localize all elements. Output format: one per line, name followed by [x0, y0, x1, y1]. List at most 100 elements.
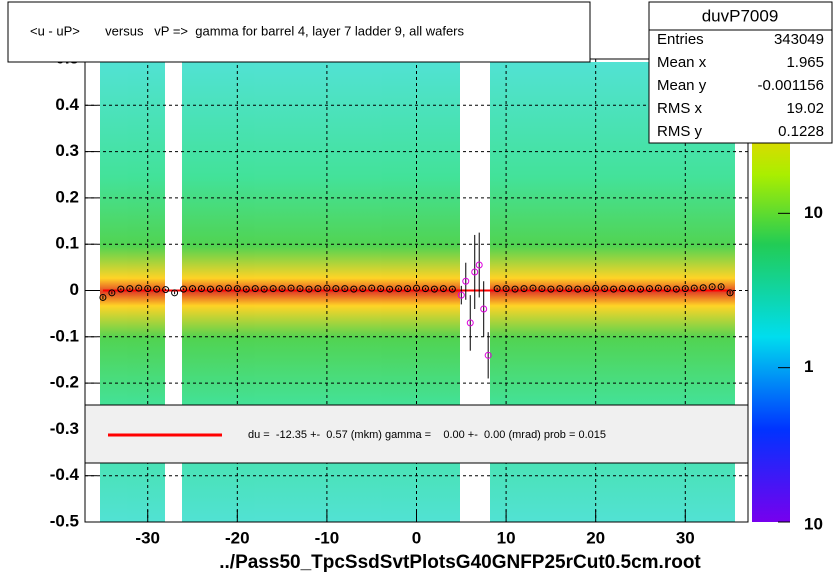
point: [260, 285, 268, 293]
point: [690, 284, 698, 292]
point: [538, 285, 546, 293]
point: [699, 284, 707, 292]
point: [457, 291, 465, 299]
y-tick-label: 0.3: [55, 141, 79, 160]
point: [654, 284, 662, 292]
point: [430, 285, 438, 293]
point: [332, 285, 340, 293]
point: [645, 285, 653, 293]
point: [520, 285, 528, 293]
point: [296, 285, 304, 293]
point: [475, 261, 483, 269]
footer: ../Pass50_TpcSsdSvtPlotsG40GNFP25rCut0.5…: [219, 552, 701, 573]
point: [480, 305, 488, 313]
point: [135, 284, 143, 292]
point: [269, 285, 277, 293]
z-tick-label: 10: [804, 514, 823, 533]
z-tick-label: 10: [804, 203, 823, 222]
point: [619, 285, 627, 293]
point: [413, 284, 420, 292]
point: [484, 351, 492, 359]
y-tick-label: 0.2: [55, 187, 79, 206]
point: [197, 285, 205, 293]
point: [278, 285, 286, 293]
point: [717, 283, 725, 291]
y-tick-label: -0.2: [50, 373, 79, 392]
stats-value: 0.1228: [778, 123, 824, 140]
point: [471, 268, 479, 276]
stats-box: [648, 1, 833, 144]
point: [628, 285, 636, 293]
x-tick-label: 0: [412, 528, 421, 547]
fit-text: du = -12.35 +- 0.57 (mkm) gamma = 0.00 +…: [248, 429, 606, 441]
point: [162, 286, 170, 294]
point: [377, 285, 385, 293]
point: [601, 285, 609, 293]
point: [681, 285, 689, 293]
stats-value: 19.02: [786, 100, 824, 117]
point: [350, 285, 358, 293]
point: [726, 289, 734, 297]
point: [439, 285, 447, 293]
x-tick-label: -10: [315, 528, 340, 547]
point: [404, 285, 412, 293]
point: [180, 285, 188, 293]
point: [448, 285, 456, 293]
x-tick-label: 30: [676, 528, 695, 547]
point: [565, 285, 573, 293]
point: [126, 285, 134, 293]
point: [708, 283, 716, 291]
point: [511, 285, 519, 293]
y-tick-label: 0.4: [55, 95, 79, 114]
point: [592, 284, 600, 292]
stats-value: 1.965: [786, 54, 824, 71]
point: [395, 285, 403, 293]
point: [547, 285, 555, 293]
stats-value: 343049: [774, 31, 824, 48]
y-tick-label: -0.4: [50, 465, 80, 484]
point: [386, 285, 394, 293]
point: [233, 285, 241, 293]
x-tick-label: 10: [497, 528, 516, 547]
point: [359, 285, 367, 293]
stats-label: Entries: [657, 31, 704, 48]
x-tick-label: -30: [135, 528, 160, 547]
y-tick-label: -0.5: [50, 511, 79, 530]
point: [421, 285, 429, 293]
point: [556, 285, 564, 293]
point: [663, 285, 671, 293]
x-tick-label: 20: [586, 528, 605, 547]
point: [117, 285, 125, 293]
point: [341, 285, 349, 293]
point: [224, 284, 232, 292]
point: [323, 284, 331, 292]
point: [583, 285, 591, 293]
y-tick-label: -0.3: [50, 419, 79, 438]
point: [466, 319, 474, 327]
y-tick-label: -0.1: [50, 326, 79, 345]
point: [529, 284, 537, 292]
stats-label: RMS x: [657, 100, 703, 117]
stats-label: Mean x: [657, 54, 707, 71]
point: [287, 284, 295, 292]
point: [636, 285, 644, 293]
y-tick-label: 0: [70, 280, 79, 299]
point: [215, 285, 223, 293]
point: [206, 285, 214, 293]
stats-value: -0.001156: [758, 77, 824, 94]
point: [368, 284, 376, 292]
point: [189, 285, 197, 293]
chart-title: <u - uP> versus vP => gamma for barrel 4…: [30, 23, 465, 38]
point: [502, 285, 510, 293]
point: [251, 285, 259, 293]
point: [171, 289, 179, 297]
point: [610, 285, 618, 293]
point: [99, 293, 107, 301]
point: [144, 285, 152, 293]
point: [305, 285, 313, 293]
point: [574, 285, 582, 293]
point: [493, 285, 501, 293]
point: [108, 289, 116, 297]
y-tick-label: 0.1: [55, 234, 79, 253]
